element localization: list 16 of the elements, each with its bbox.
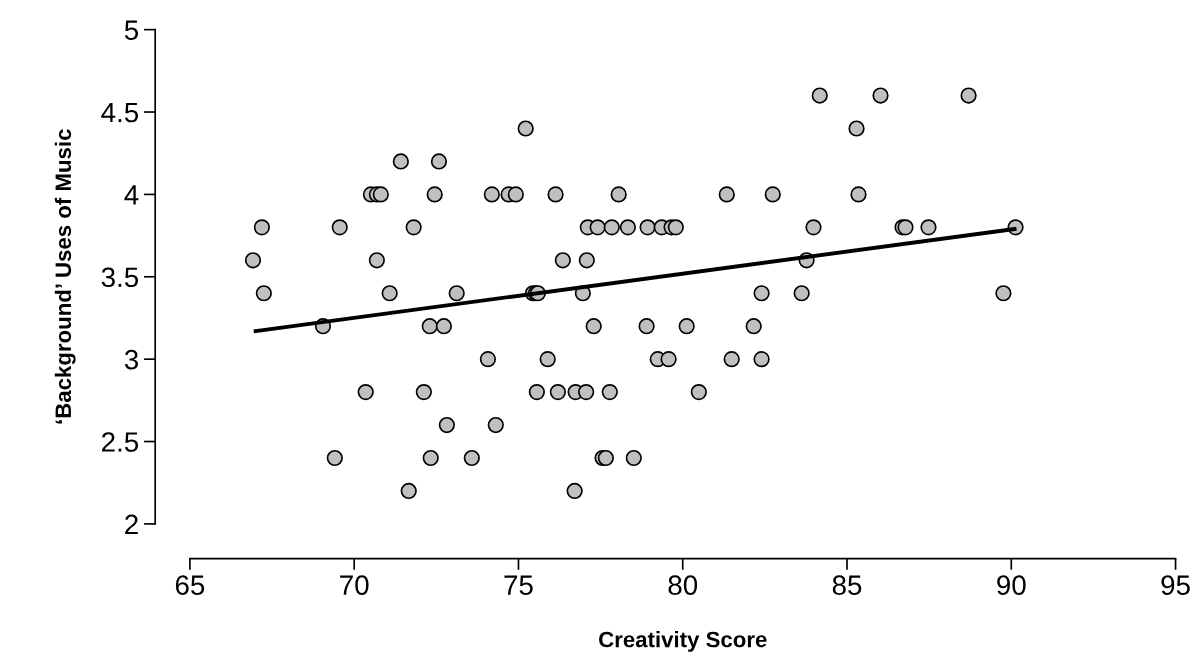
x-tick-label: 75 xyxy=(504,575,533,595)
x-tick-label: 80 xyxy=(668,575,698,595)
x-tick-label: 65 xyxy=(175,575,205,595)
y-tick-label: 5 xyxy=(124,20,139,40)
y-tick-label: 2.5 xyxy=(102,432,139,452)
x-tick-label: 90 xyxy=(997,575,1026,595)
y-tick-label: 3 xyxy=(124,349,138,370)
y-axis-title: ‘Background’ Uses of Music xyxy=(54,129,76,424)
y-tick-label: 4 xyxy=(124,185,139,205)
x-tick-label: 70 xyxy=(340,575,369,595)
y-tick-label: 3.5 xyxy=(101,267,139,288)
y-tick-label: 4.5 xyxy=(101,102,139,123)
y-tick-label: 2 xyxy=(125,514,138,534)
x-tick-label: 85 xyxy=(832,575,862,595)
x-tick-label: 95 xyxy=(1161,575,1190,595)
x-axis-title: Creativity Score xyxy=(599,631,767,652)
